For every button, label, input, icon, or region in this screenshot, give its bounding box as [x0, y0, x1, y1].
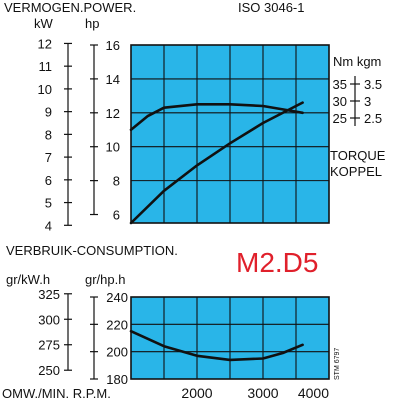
gkwh-axis: 250 275 300 325	[38, 287, 72, 378]
koppel-label: KOPPEL	[330, 164, 382, 179]
power-grid	[131, 45, 329, 223]
kw-tick-label: 5	[45, 196, 52, 211]
torque-label: TORQUE	[330, 148, 386, 163]
power-curves	[129, 101, 304, 225]
hp-tick-label: 12	[106, 106, 120, 121]
power-plot-frame	[130, 44, 330, 224]
hp-tick-label: 6	[113, 208, 120, 223]
x-tick-label: 3000	[247, 385, 278, 400]
consumption-plot-frame	[130, 296, 330, 380]
kw-tick-label: 12	[38, 36, 52, 51]
torque-axis: 35 3.5 30 3 25 2.5	[333, 76, 382, 126]
torque-nm-label: 30	[333, 94, 347, 109]
torque-nm-label: 25	[333, 111, 347, 126]
gkwh-tick-label: 300	[38, 312, 60, 327]
gkwh-tick-label: 250	[38, 363, 60, 378]
kw-tick-label: 7	[45, 150, 52, 165]
consumption-curve	[129, 329, 304, 362]
consumption-title: VERBRUIK-CONSUMPTION.	[6, 243, 178, 258]
kw-tick-label: 9	[45, 105, 52, 120]
kw-tick-label: 11	[39, 59, 53, 74]
x-tick-label: 2000	[181, 385, 212, 400]
x-tick-label: 4000	[298, 385, 329, 400]
torque-note: TORQUE KOPPEL	[330, 148, 386, 179]
stamp-code: STM 6797	[334, 348, 341, 380]
gkwh-tick-label: 325	[38, 287, 60, 302]
consumption-grid	[131, 297, 329, 379]
hp-axis: 6 8 10 12 14 16	[90, 38, 120, 223]
torque-kgm-label: 3.5	[364, 77, 382, 92]
consumption-curves	[129, 329, 304, 362]
power-title: VERMOGEN.POWER.	[4, 0, 136, 15]
ghph-tick-label: 200	[106, 345, 128, 360]
hp-axis-unit: hp	[85, 16, 99, 31]
torque-curve	[129, 103, 304, 132]
kw-tick-label: 4	[45, 218, 52, 233]
kw-axis-unit: kW	[34, 16, 54, 31]
ghph-axis-unit: gr/hp.h	[85, 272, 125, 287]
x-axis-label: OMW./MIN. R.P.M.	[2, 386, 111, 400]
kw-axis: 4 5 6 7 8 9 10 11 12	[38, 36, 72, 233]
torque-kgm-label: 2.5	[364, 111, 382, 126]
ghph-tick-label: 240	[106, 290, 128, 305]
model-designation: M2.D5	[236, 247, 318, 278]
x-axis: 2000 3000 4000	[181, 385, 329, 400]
hp-tick-label: 10	[106, 140, 120, 155]
iso-standard: ISO 3046-1	[238, 0, 305, 15]
kw-tick-label: 6	[45, 173, 52, 188]
torque-axis-title: Nm kgm	[333, 54, 381, 69]
ghph-tick-label: 220	[106, 317, 128, 332]
ghph-axis: 180 200 220 240	[90, 290, 128, 387]
gkwh-axis-unit: gr/kW.h	[6, 272, 50, 287]
kw-tick-label: 8	[45, 127, 52, 142]
torque-nm-label: 35	[333, 77, 347, 92]
hp-tick-label: 14	[106, 72, 120, 87]
gkwh-tick-label: 275	[38, 338, 60, 353]
hp-tick-label: 8	[113, 174, 120, 189]
torque-kgm-label: 3	[364, 94, 371, 109]
ghph-tick-label: 180	[106, 372, 128, 387]
kw-tick-label: 10	[38, 82, 52, 97]
power-curve	[129, 101, 304, 225]
hp-tick-label: 16	[106, 38, 120, 53]
